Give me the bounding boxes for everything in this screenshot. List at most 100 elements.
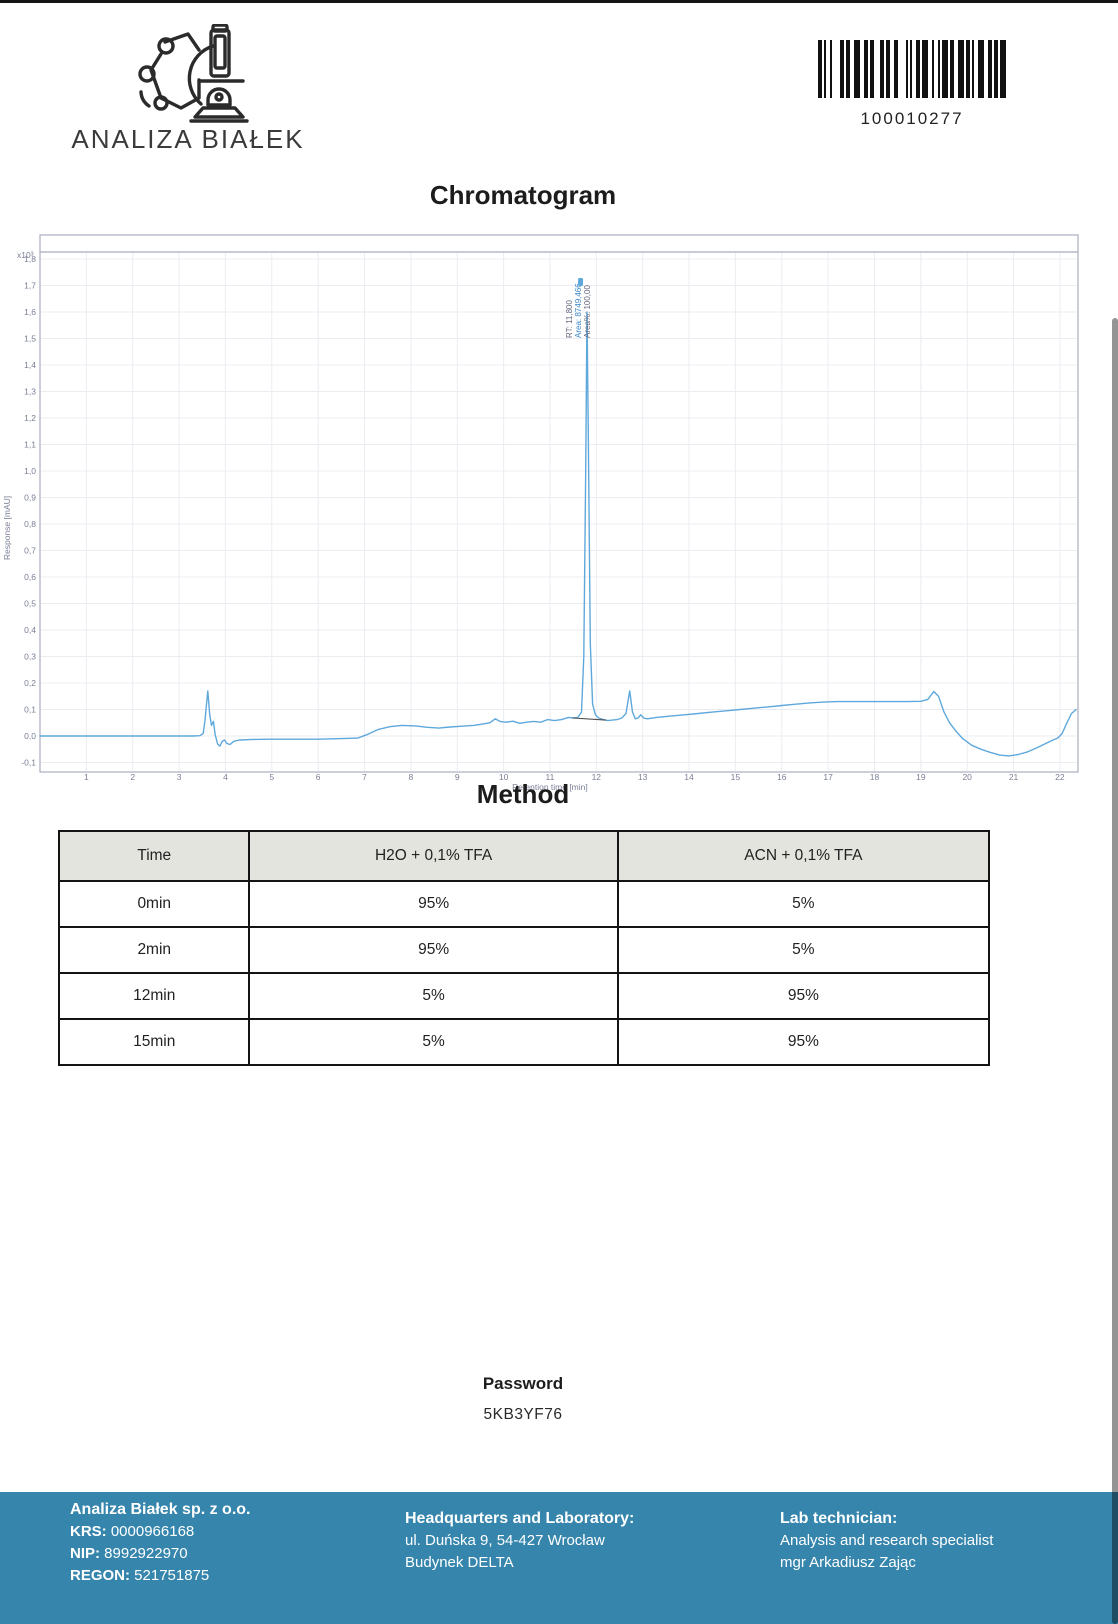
svg-text:15: 15 bbox=[731, 772, 741, 782]
svg-text:1: 1 bbox=[84, 772, 89, 782]
svg-text:12: 12 bbox=[592, 772, 602, 782]
method-row: 0min 95% 5% bbox=[57, 880, 991, 928]
footer-nip-value: 8992922970 bbox=[104, 1545, 188, 1562]
footer-regon-value: 521751875 bbox=[134, 1567, 210, 1584]
svg-text:1,1: 1,1 bbox=[24, 440, 36, 450]
method-header-acn: ACN + 0,1% TFA bbox=[616, 830, 991, 882]
svg-text:0,5: 0,5 bbox=[24, 599, 36, 609]
page-top-border bbox=[0, 0, 1118, 3]
svg-text:-0,1: -0,1 bbox=[21, 758, 36, 768]
method-header-h2o: H2O + 0,1% TFA bbox=[248, 830, 619, 882]
svg-text:19: 19 bbox=[916, 772, 926, 782]
method-title: Method bbox=[476, 779, 570, 809]
svg-text:20: 20 bbox=[962, 772, 972, 782]
password-label: Password bbox=[482, 1374, 564, 1393]
svg-text:0,4: 0,4 bbox=[24, 625, 36, 635]
svg-text:3: 3 bbox=[177, 772, 182, 782]
svg-text:0,9: 0,9 bbox=[24, 493, 36, 503]
svg-text:0,2: 0,2 bbox=[24, 678, 36, 688]
footer-headquarters-block: Headquarters and Laboratory: ul. Duńska … bbox=[405, 1508, 634, 1574]
footer-tech-heading: Lab technician: bbox=[780, 1510, 898, 1527]
method-header-row: Time H2O + 0,1% TFA ACN + 0,1% TFA bbox=[57, 830, 991, 882]
footer-tech-name: mgr Arkadiusz Zając bbox=[780, 1554, 916, 1571]
svg-text:18: 18 bbox=[870, 772, 880, 782]
footer-company-name: Analiza Białek sp. z o.o. bbox=[70, 1501, 251, 1518]
svg-text:7: 7 bbox=[362, 772, 367, 782]
company-logo-text: ANALIZA BIAŁEK bbox=[71, 124, 305, 154]
footer-technician-block: Lab technician: Analysis and research sp… bbox=[780, 1508, 993, 1574]
method-table: Time H2O + 0,1% TFA ACN + 0,1% TFA 0min … bbox=[57, 830, 991, 1066]
svg-text:2: 2 bbox=[130, 772, 135, 782]
chromatogram-plot: 1,8 1,7 1,6 1,5 1,4 1,3 1,2 1,1 1,0 0,9 0,8 0,7 0,6 0… bbox=[2, 234, 1079, 792]
footer-company-block: Analiza Białek sp. z o.o. KRS: 000096616… bbox=[70, 1499, 251, 1587]
footer-nip-label: NIP: bbox=[70, 1545, 100, 1562]
svg-text:1,0: 1,0 bbox=[24, 466, 36, 476]
svg-text:5: 5 bbox=[269, 772, 274, 782]
svg-text:1,4: 1,4 bbox=[24, 360, 36, 370]
svg-text:9: 9 bbox=[455, 772, 460, 782]
svg-text:17: 17 bbox=[823, 772, 833, 782]
barcode-block: 100010277 bbox=[810, 40, 1014, 132]
method-cell: 5% bbox=[616, 926, 991, 974]
peak-annotation-line: Area%: 100,00 bbox=[583, 285, 592, 338]
svg-text:x10³: x10³ bbox=[17, 250, 34, 260]
barcode-number: 100010277 bbox=[860, 109, 964, 128]
svg-text:16: 16 bbox=[777, 772, 787, 782]
svg-text:1,5: 1,5 bbox=[24, 334, 36, 344]
footer-regon-line: REGON: 521751875 bbox=[70, 1565, 251, 1587]
password-value: 5KB3YF76 bbox=[483, 1406, 563, 1423]
svg-text:0,3: 0,3 bbox=[24, 652, 36, 662]
svg-text:1,7: 1,7 bbox=[24, 281, 36, 291]
svg-text:1,2: 1,2 bbox=[24, 413, 36, 423]
footer-hq-address: ul. Duńska 9, 54-427 Wrocław bbox=[405, 1532, 605, 1549]
method-cell: 12min bbox=[57, 972, 251, 1020]
footer-krs-value: 0000966168 bbox=[110, 1523, 195, 1540]
footer-nip-line: NIP: 8992922970 bbox=[70, 1543, 251, 1565]
svg-text:1,8: 1,8 bbox=[24, 254, 36, 264]
chromatogram-trace-integration-baseline bbox=[572, 717, 607, 721]
chromatogram-trace-signal bbox=[39, 311, 1077, 757]
peak-annotation-line: Area: 8749,466 bbox=[574, 283, 583, 338]
svg-text:6: 6 bbox=[316, 772, 321, 782]
method-cell: 5% bbox=[248, 1018, 619, 1066]
footer-hq-heading: Headquarters and Laboratory: bbox=[405, 1510, 635, 1527]
method-cell: 15min bbox=[57, 1018, 251, 1066]
barcode-image bbox=[818, 40, 1006, 98]
svg-text:Retention time [min]: Retention time [min] bbox=[512, 782, 588, 792]
svg-text:21: 21 bbox=[1009, 772, 1019, 782]
method-cell: 5% bbox=[248, 972, 619, 1020]
svg-text:13: 13 bbox=[638, 772, 648, 782]
svg-text:22: 22 bbox=[1055, 772, 1065, 782]
page-footer: Analiza Białek sp. z o.o. KRS: 000096616… bbox=[0, 1492, 1118, 1624]
method-cell: 95% bbox=[248, 880, 619, 928]
svg-text:11: 11 bbox=[546, 772, 555, 782]
svg-text:4: 4 bbox=[223, 772, 228, 782]
svg-text:14: 14 bbox=[684, 772, 694, 782]
footer-regon-label: REGON: bbox=[70, 1567, 130, 1584]
method-header-time: Time bbox=[57, 830, 251, 882]
svg-text:0,1: 0,1 bbox=[24, 705, 36, 715]
method-cell: 5% bbox=[616, 880, 991, 928]
method-row: 15min 5% 95% bbox=[57, 1018, 991, 1066]
svg-text:1,6: 1,6 bbox=[24, 307, 36, 317]
footer-tech-role: Analysis and research specialist bbox=[780, 1532, 994, 1549]
method-row: 2min 95% 5% bbox=[57, 926, 991, 974]
svg-text:0,7: 0,7 bbox=[24, 546, 36, 556]
microscope-molecule-icon bbox=[138, 24, 249, 123]
chromatogram-title: Chromatogram bbox=[429, 180, 617, 210]
method-cell: 95% bbox=[616, 972, 991, 1020]
method-row: 12min 5% 95% bbox=[57, 972, 991, 1020]
svg-text:10: 10 bbox=[499, 772, 509, 782]
svg-text:Response [mAU]: Response [mAU] bbox=[2, 496, 12, 560]
svg-text:0,0: 0,0 bbox=[24, 731, 36, 741]
method-cell: 95% bbox=[248, 926, 619, 974]
svg-text:1,3: 1,3 bbox=[24, 387, 36, 397]
method-cell: 95% bbox=[616, 1018, 991, 1066]
method-cell: 0min bbox=[57, 880, 251, 928]
scrollbar[interactable] bbox=[1112, 318, 1118, 1624]
svg-text:0,6: 0,6 bbox=[24, 572, 36, 582]
svg-text:0,8: 0,8 bbox=[24, 519, 36, 529]
company-logo: ANALIZA BIAŁEK bbox=[48, 22, 328, 154]
peak-annotation-line: RT: 11,800 bbox=[565, 299, 574, 338]
